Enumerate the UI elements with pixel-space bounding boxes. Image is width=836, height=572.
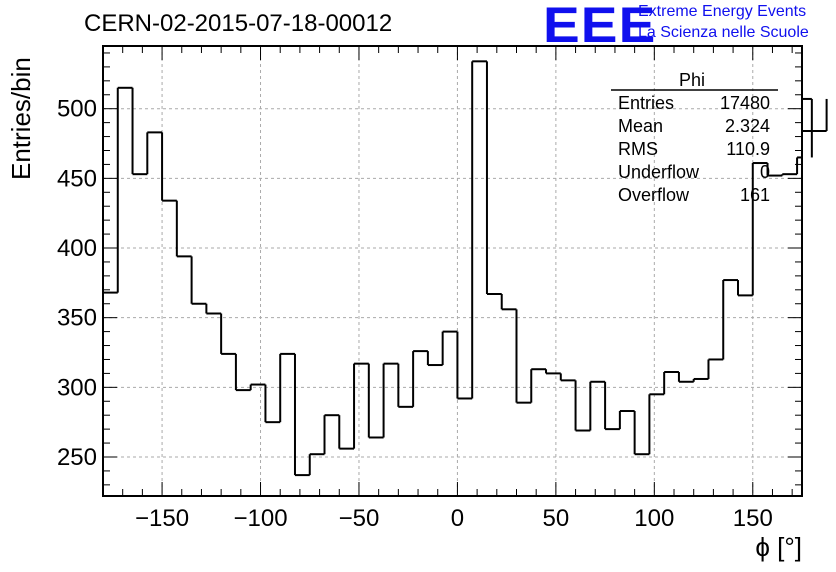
x-tick-label: −150 [135, 505, 189, 532]
logo-caption-line1: Extreme Energy Events [638, 3, 807, 20]
stat-label-mean: Mean [618, 116, 664, 136]
stat-label-rms: RMS [618, 139, 658, 159]
stat-label-overflow: Overflow [618, 185, 690, 205]
stat-label-underflow: Underflow [618, 162, 700, 182]
stat-label-entries: Entries [618, 93, 675, 113]
x-tick-label: −100 [233, 505, 287, 532]
y-tick-label: 450 [57, 165, 97, 192]
y-tick-label: 400 [57, 235, 97, 262]
x-tick-label: −50 [339, 505, 380, 532]
stat-value-entries: 17480 [719, 93, 770, 113]
y-tick-label: 350 [57, 305, 97, 332]
x-axis-label: ϕ [°] [755, 532, 802, 562]
chart-title: CERN-02-2015-07-18-00012 [84, 10, 393, 37]
y-tick-label: 250 [57, 444, 97, 471]
x-tick-label: 50 [543, 505, 570, 532]
stat-value-overflow: 161 [739, 185, 770, 205]
stat-value-rms: 110.9 [726, 139, 770, 159]
x-tick-label: 100 [634, 505, 674, 532]
eee-logo: EEE [543, 0, 657, 53]
y-tick-label: 300 [57, 374, 97, 401]
x-tick-label: 0 [451, 505, 464, 532]
stat-value-mean: 2.324 [724, 116, 770, 136]
logo-caption-line2: La Scienza nelle Scuole [638, 24, 809, 41]
statbox-title: Phi [678, 70, 705, 90]
plot-frame [102, 45, 803, 497]
x-tick-label: 150 [733, 505, 773, 532]
y-axis-label: Entries/bin [6, 57, 36, 180]
y-tick-label: 500 [57, 96, 97, 123]
stat-value-underflow: 0 [759, 162, 770, 182]
